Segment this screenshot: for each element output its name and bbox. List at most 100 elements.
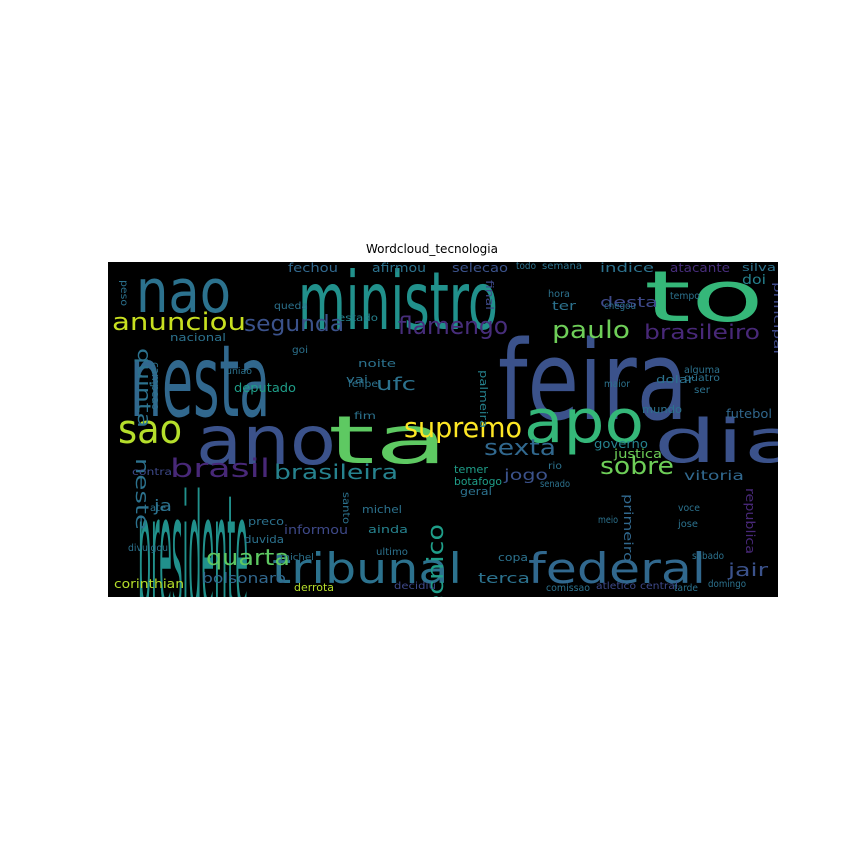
- word-estado: estado: [338, 313, 379, 324]
- word-nesta: nesta: [130, 323, 271, 440]
- word-santo: santo: [340, 492, 351, 525]
- word-mundo: mundo: [642, 403, 682, 416]
- word-brasileiro: brasileiro: [644, 320, 761, 344]
- word-maior: maior: [604, 379, 631, 390]
- word-sobre: sobre: [600, 452, 674, 480]
- word-contra: contra: [132, 467, 173, 478]
- word-duvida: duvida: [244, 533, 285, 546]
- word-ta: ta: [328, 402, 448, 479]
- word-republica: republica: [743, 488, 757, 555]
- word-senado: senado: [540, 479, 571, 490]
- word-to: to: [644, 262, 765, 338]
- word-informou: informou: [284, 523, 349, 537]
- word-derrota: derrota: [294, 581, 334, 594]
- word-afirmou: afirmou: [372, 262, 427, 275]
- word-jose: jose: [678, 519, 699, 530]
- word-supremo: supremo: [404, 411, 522, 444]
- wordcloud-canvas: nesta presidente feira nao ministro to apo ano t…: [108, 262, 778, 597]
- word-ainda: ainda: [368, 523, 409, 536]
- word-fechou: fechou: [288, 262, 339, 275]
- word-terca: terca: [478, 571, 530, 587]
- word-palmeira: palmeira: [477, 370, 490, 429]
- word-ter: ter: [552, 299, 577, 313]
- word-tarde: tarde: [674, 583, 698, 594]
- word-alguma: alguma: [684, 365, 721, 376]
- word-jair: jair: [728, 560, 769, 581]
- word-selecao: selecao: [452, 262, 509, 275]
- word-decidiu: decidiu: [394, 581, 437, 592]
- word-justica: justica: [614, 447, 663, 461]
- word-sexta: sexta: [484, 436, 556, 461]
- word-brasileira: brasileira: [274, 460, 399, 484]
- word-indice: indice: [600, 262, 654, 275]
- word-nacional: nacional: [170, 331, 227, 344]
- word-nao: nao: [136, 262, 232, 327]
- word-comissao: comissao: [546, 583, 591, 594]
- word-ultimo: ultimo: [376, 547, 409, 558]
- word-dia: dia: [654, 407, 778, 477]
- word-fim: fim: [354, 411, 377, 422]
- word-todo: todo: [516, 262, 537, 272]
- word-segunda: segunda: [244, 312, 345, 337]
- word-jogo: jogo: [504, 466, 549, 484]
- word-final: final: [483, 280, 496, 311]
- word-ufc: ufc: [376, 374, 417, 395]
- word-bolsonaro: bolsonaro: [202, 571, 286, 587]
- word-silva: silva: [742, 262, 777, 274]
- word-corinthian: corinthian: [114, 577, 185, 591]
- word-goi: goi: [292, 345, 309, 356]
- word-tempo: tempo: [670, 291, 700, 302]
- word-meio: meio: [598, 515, 619, 526]
- word-geral: geral: [460, 485, 493, 498]
- word-doi: doi: [742, 273, 767, 288]
- word-sabado: sabado: [692, 551, 725, 562]
- word-semana: semana: [542, 262, 583, 272]
- word-vai: vai: [346, 373, 369, 386]
- word-copa: copa: [498, 551, 529, 564]
- word-quarta: quarta: [206, 546, 291, 571]
- word-divulgou: divulgou: [128, 543, 169, 554]
- word-federal: federal: [528, 544, 706, 593]
- word-ja: ja: [154, 496, 172, 515]
- word-dolar: dolar: [656, 373, 695, 386]
- word-paulo: paulo: [552, 316, 631, 344]
- word-campeao: campeao: [149, 362, 162, 410]
- word-atacante: atacante: [670, 262, 731, 275]
- word-apo: apo: [524, 387, 645, 457]
- word-ano: ano: [196, 402, 337, 481]
- word-tribunal: tribunal: [272, 544, 463, 593]
- word-central: central: [640, 581, 679, 592]
- word-desta: desta: [600, 295, 659, 311]
- word-quatro: quatro: [684, 373, 720, 384]
- word-futebol: futebol: [726, 407, 773, 421]
- word-temer: temer: [454, 463, 489, 476]
- word-deputado: deputado: [234, 381, 297, 395]
- word-sao: sao: [118, 407, 183, 453]
- chart-title: Wordcloud_tecnologia: [366, 242, 498, 256]
- word-felipe: felipe: [348, 379, 379, 390]
- word-uniao: uniao: [226, 367, 253, 377]
- word-ministro: ministro: [298, 262, 498, 348]
- word-primeiro: primeiro: [621, 494, 635, 563]
- word-ser: ser: [694, 385, 711, 396]
- word-peso: peso: [118, 280, 129, 306]
- word-flamengo: flamengo: [398, 312, 509, 340]
- word-voce: voce: [678, 503, 701, 514]
- word-anunciou: anunciou: [112, 308, 247, 336]
- word-principal: principal: [771, 282, 778, 354]
- word-presidente: presidente: [138, 460, 248, 598]
- word-botafogo: botafogo: [454, 475, 503, 488]
- word-preco: preco: [248, 515, 285, 528]
- word-brasil: brasil: [170, 454, 271, 484]
- word-michel: michel: [362, 503, 402, 516]
- word-noite: noite: [358, 357, 397, 370]
- word-vitoria: vitoria: [684, 469, 745, 484]
- word-feira: feira: [498, 317, 688, 445]
- word-chegou: chegou: [604, 301, 637, 312]
- word-queda: queda: [274, 301, 309, 312]
- word-domingo: domingo: [708, 579, 747, 590]
- word-michel: michel: [280, 553, 315, 563]
- word-hora: hora: [548, 289, 570, 300]
- word-rio: rio: [548, 461, 563, 472]
- word-atletico: atletico: [596, 581, 637, 592]
